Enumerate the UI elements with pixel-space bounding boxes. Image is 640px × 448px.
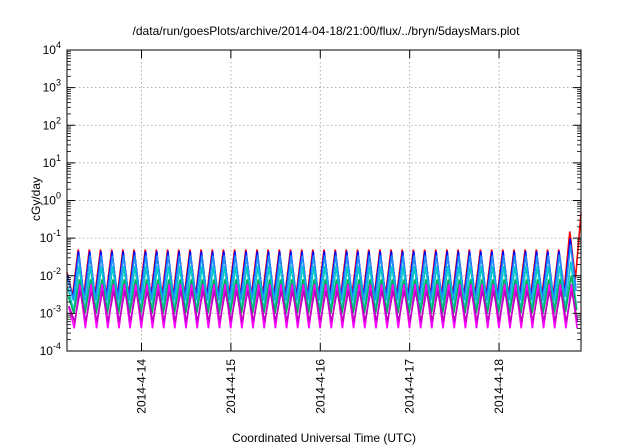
- x-tick-label: 2014-4-15: [224, 359, 238, 414]
- x-tick-label: 2014-4-14: [134, 359, 148, 414]
- y-tick-label: 100: [43, 191, 61, 208]
- x-tick-label: 2014-4-18: [492, 359, 506, 414]
- data-series-line: [67, 261, 578, 311]
- y-tick-label: 102: [43, 115, 61, 132]
- x-tick-label: 2014-4-16: [313, 359, 327, 414]
- y-axis-label: cGy/day: [29, 177, 43, 221]
- chart-title: /data/run/goesPlots/archive/2014-04-18/2…: [133, 24, 521, 38]
- data-series-line: [68, 290, 579, 325]
- data-series-line: [67, 275, 578, 314]
- x-axis-label: Coordinated Universal Time (UTC): [232, 431, 416, 445]
- x-tick-label: 2014-4-17: [403, 359, 417, 414]
- y-tick-label: 10-3: [40, 303, 61, 320]
- y-tick-label: 10-4: [40, 341, 61, 358]
- data-series-line: [66, 244, 577, 301]
- series-group: [66, 213, 582, 329]
- y-tick-label: 10-1: [40, 228, 61, 245]
- axis-ticks: 10-4 10-3 10-2 10-1 100 101 102 103 104 2014-4-14…: [40, 40, 581, 414]
- y-tick-label: 104: [43, 40, 61, 57]
- y-tick-label: 103: [43, 78, 61, 95]
- y-tick-label: 101: [43, 153, 61, 170]
- y-tick-label: 10-2: [40, 266, 61, 283]
